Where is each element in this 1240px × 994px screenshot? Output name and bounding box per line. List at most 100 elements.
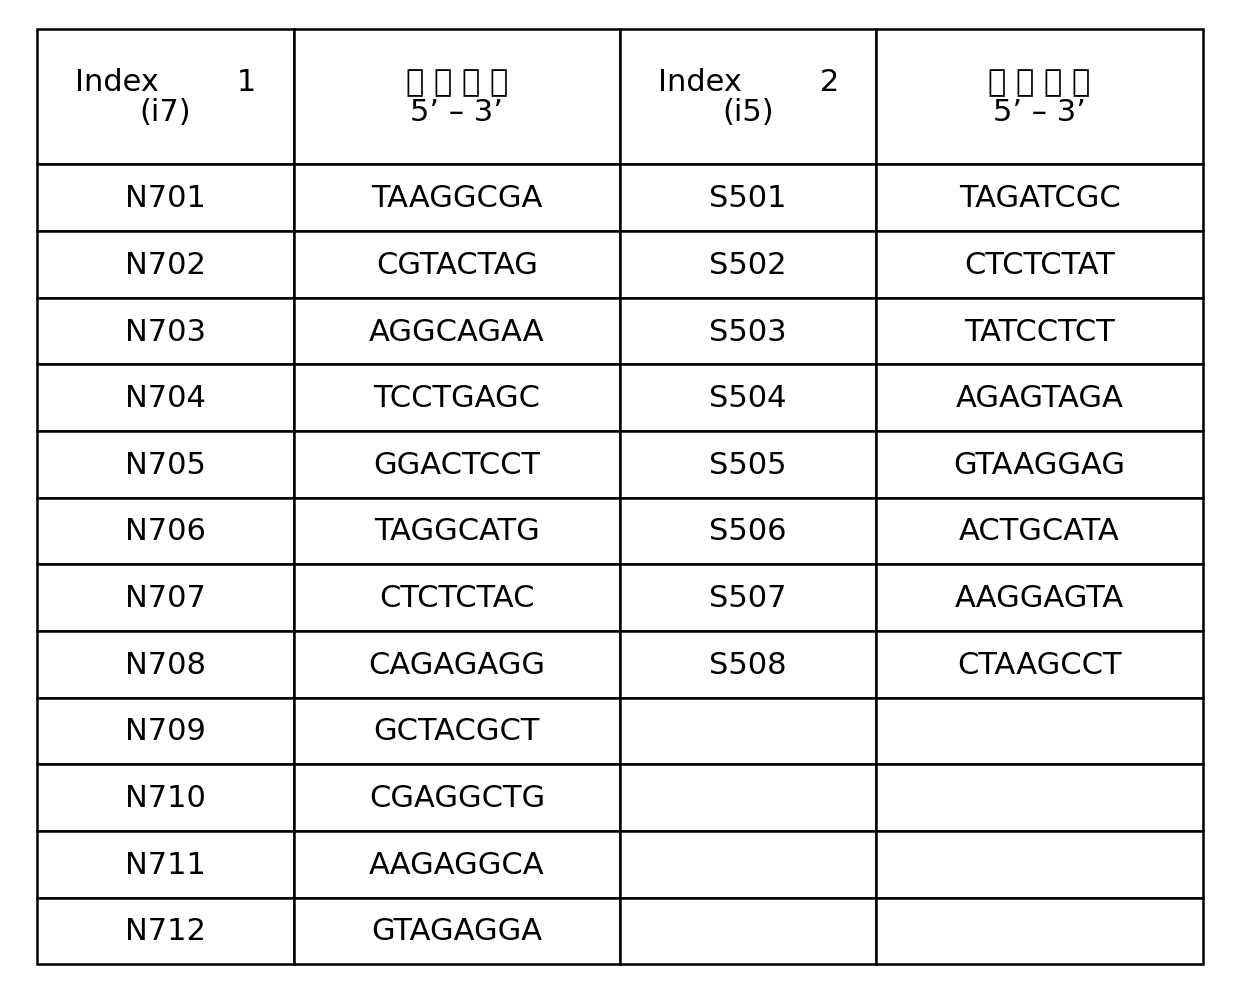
Text: Index        2: Index 2 — [657, 69, 838, 97]
Bar — [294, 232, 620, 298]
Text: N706: N706 — [125, 517, 206, 546]
Bar — [294, 165, 620, 232]
Text: S502: S502 — [709, 250, 787, 279]
Bar — [620, 764, 877, 831]
Bar — [37, 30, 294, 165]
Text: AGAGTAGA: AGAGTAGA — [956, 384, 1123, 413]
Text: ACTGCATA: ACTGCATA — [960, 517, 1120, 546]
Text: N707: N707 — [125, 583, 206, 612]
Text: CTCTCTAT: CTCTCTAT — [965, 250, 1115, 279]
Bar — [877, 365, 1203, 431]
Text: GTAAGGAG: GTAAGGAG — [954, 450, 1126, 479]
Text: CAGAGAGG: CAGAGAGG — [368, 650, 546, 679]
Text: TCCTGAGC: TCCTGAGC — [373, 384, 541, 413]
Text: N708: N708 — [125, 650, 206, 679]
Text: S505: S505 — [709, 450, 787, 479]
Bar — [620, 232, 877, 298]
Bar — [294, 431, 620, 498]
Bar — [877, 165, 1203, 232]
Bar — [294, 898, 620, 964]
Text: N701: N701 — [125, 184, 206, 213]
Text: S503: S503 — [709, 317, 787, 346]
Text: S508: S508 — [709, 650, 787, 679]
Bar — [620, 365, 877, 431]
Bar — [294, 498, 620, 565]
Bar — [877, 898, 1203, 964]
Bar — [877, 498, 1203, 565]
Bar — [294, 698, 620, 764]
Text: AAGAGGCA: AAGAGGCA — [370, 850, 544, 879]
Bar — [37, 831, 294, 898]
Text: S501: S501 — [709, 184, 787, 213]
Text: Index        1: Index 1 — [74, 69, 255, 97]
Bar — [877, 232, 1203, 298]
Text: 引 物 序 列: 引 物 序 列 — [988, 69, 1091, 97]
Text: S506: S506 — [709, 517, 787, 546]
Bar — [37, 431, 294, 498]
Bar — [620, 698, 877, 764]
Text: (i7): (i7) — [140, 98, 191, 127]
Bar — [37, 698, 294, 764]
Bar — [294, 631, 620, 698]
Bar — [37, 298, 294, 365]
Text: TAGGCATG: TAGGCATG — [374, 517, 539, 546]
Text: CTCTCTAC: CTCTCTAC — [379, 583, 534, 612]
Bar — [37, 898, 294, 964]
Bar — [294, 298, 620, 365]
Text: N710: N710 — [125, 783, 206, 812]
Text: 5’ – 3’: 5’ – 3’ — [993, 98, 1086, 127]
Bar — [877, 565, 1203, 631]
Bar — [620, 831, 877, 898]
Text: 5’ – 3’: 5’ – 3’ — [410, 98, 503, 127]
Text: N703: N703 — [125, 317, 206, 346]
Bar — [877, 831, 1203, 898]
Bar — [294, 764, 620, 831]
Text: TAGATCGC: TAGATCGC — [959, 184, 1121, 213]
Bar — [37, 232, 294, 298]
Bar — [37, 631, 294, 698]
Text: GCTACGCT: GCTACGCT — [373, 717, 539, 746]
Text: CTAAGCCT: CTAAGCCT — [957, 650, 1122, 679]
Text: GTAGAGGA: GTAGAGGA — [371, 916, 542, 945]
Bar — [877, 764, 1203, 831]
Bar — [37, 764, 294, 831]
Bar — [620, 30, 877, 165]
Text: N705: N705 — [125, 450, 206, 479]
Text: N712: N712 — [125, 916, 206, 945]
Bar — [294, 831, 620, 898]
Text: CGTACTAG: CGTACTAG — [376, 250, 538, 279]
Bar — [877, 431, 1203, 498]
Text: S507: S507 — [709, 583, 787, 612]
Text: CGAGGCTG: CGAGGCTG — [368, 783, 544, 812]
Bar — [37, 498, 294, 565]
Bar — [877, 698, 1203, 764]
Bar — [620, 898, 877, 964]
Bar — [620, 565, 877, 631]
Text: 引 物 序 列: 引 物 序 列 — [405, 69, 508, 97]
Bar — [294, 30, 620, 165]
Text: TATCCTCT: TATCCTCT — [965, 317, 1115, 346]
Text: AGGCAGAA: AGGCAGAA — [370, 317, 544, 346]
Bar — [37, 365, 294, 431]
Text: N704: N704 — [125, 384, 206, 413]
Text: N711: N711 — [125, 850, 206, 879]
Bar — [620, 165, 877, 232]
Text: N702: N702 — [125, 250, 206, 279]
Bar — [294, 365, 620, 431]
Text: S504: S504 — [709, 384, 787, 413]
Bar — [294, 565, 620, 631]
Bar — [620, 631, 877, 698]
Bar — [37, 565, 294, 631]
Bar — [620, 498, 877, 565]
Text: TAAGGCGA: TAAGGCGA — [371, 184, 543, 213]
Bar — [620, 431, 877, 498]
Bar — [37, 165, 294, 232]
Text: AAGGAGTA: AAGGAGTA — [955, 583, 1125, 612]
Bar — [877, 298, 1203, 365]
Text: N709: N709 — [125, 717, 206, 746]
Bar — [877, 631, 1203, 698]
Bar — [620, 298, 877, 365]
Text: (i5): (i5) — [723, 98, 774, 127]
Bar — [877, 30, 1203, 165]
Text: GGACTCCT: GGACTCCT — [373, 450, 541, 479]
